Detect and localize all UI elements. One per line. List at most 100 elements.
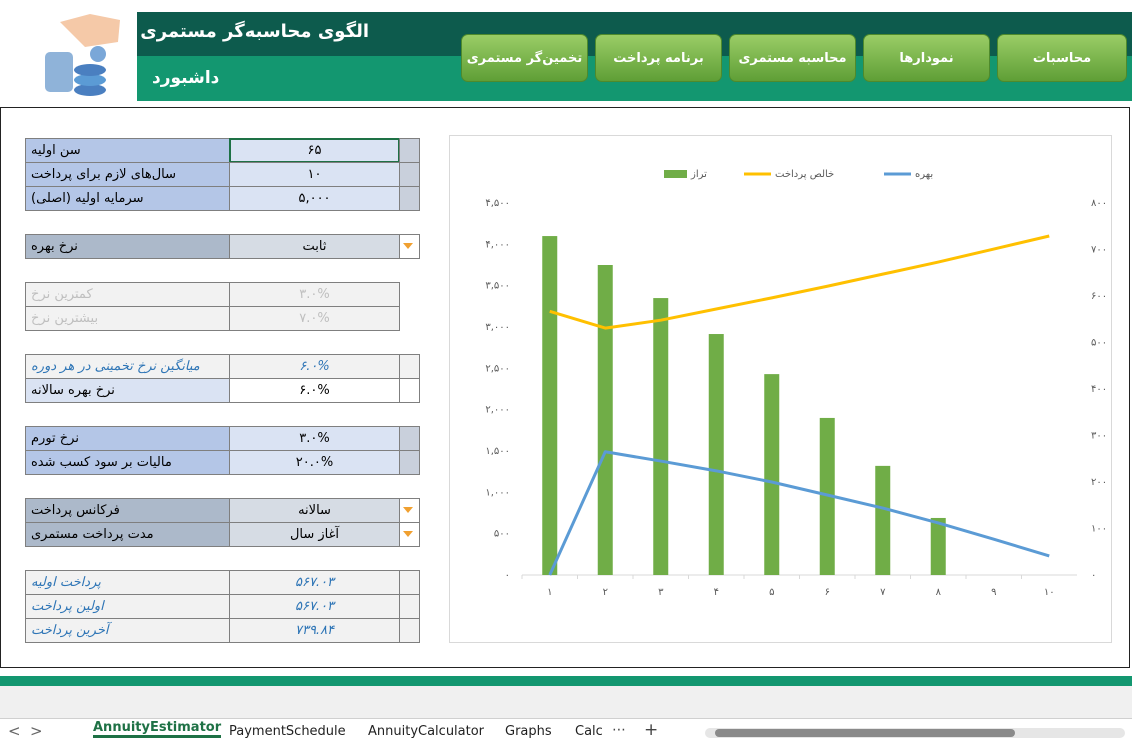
x-tick-label: ۲	[603, 587, 608, 598]
field-value[interactable]: ۶.۰%	[229, 378, 400, 403]
field-label: مالیات بر سود کسب شده	[25, 450, 230, 475]
nav-button[interactable]: تخمین‌گر مستمری	[461, 34, 588, 82]
chart: ۰ ۵۰۰ ۱,۰۰۰ ۱,۵۰۰ ۲,۰۰۰ ۲,۵۰۰ ۳,۰۰۰ ۳,۵۰۰ ۴,۰۰۰ ۴…	[449, 135, 1112, 643]
nav-button[interactable]: محاسبات	[997, 34, 1127, 82]
field-label: مدت پرداخت مستمری	[25, 522, 230, 547]
dropdown-arrow[interactable]	[403, 507, 413, 513]
y2-tick-label: ۱۰۰	[1091, 524, 1107, 535]
sheet-tab[interactable]: Graphs	[505, 724, 552, 739]
bar	[542, 236, 558, 576]
field-label: بیشترین نرخ	[25, 306, 230, 331]
y-tick-label: ۲,۵۰۰	[485, 363, 510, 374]
bar	[875, 465, 891, 575]
scroll-thumb[interactable]	[715, 729, 1015, 737]
sheet-tab[interactable]: AnnuityCalculator	[368, 724, 485, 739]
field-extra	[399, 594, 420, 619]
field-value[interactable]: ۵۶۷.۰۳	[229, 570, 400, 595]
dropdown-arrow[interactable]	[403, 243, 413, 249]
field-value[interactable]: ۷.۰%	[229, 306, 400, 331]
x-tick-label: ۷	[880, 587, 886, 598]
nav-button[interactable]: برنامه پرداخت	[595, 34, 722, 82]
x-tick-label: ۹	[991, 587, 996, 598]
field-value[interactable]: ثابت	[229, 234, 400, 259]
tab-bar	[0, 718, 1132, 746]
x-tick-label: ۸	[936, 587, 942, 598]
legend-swatch	[664, 170, 687, 178]
x-tick-label: ۵	[769, 587, 774, 598]
field-label: سرمایه اولیه (اصلی)	[25, 186, 230, 211]
field-value[interactable]: ۳.۰%	[229, 282, 400, 307]
sheet-tab[interactable]: PaymentSchedule	[229, 724, 346, 739]
field-label: سال‌های لازم برای پرداخت	[25, 162, 230, 187]
field-value[interactable]: سالانه	[229, 498, 400, 523]
field-extra	[399, 378, 420, 403]
y2-tick-label: ۶۰۰	[1091, 291, 1107, 302]
y2-tick-label: ۰	[1091, 570, 1096, 581]
bar	[764, 374, 780, 575]
field-label: نرخ تورم	[25, 426, 230, 451]
bar	[930, 517, 946, 575]
nav-button[interactable]: محاسبه مستمری	[729, 34, 856, 82]
field-extra	[399, 138, 420, 163]
content-frame	[0, 107, 1130, 668]
more-tabs[interactable]: ⋯	[612, 722, 626, 738]
y-tick-label: ۳,۵۰۰	[485, 281, 510, 292]
y2-tick-label: ۷۰۰	[1091, 245, 1107, 256]
y2-tick-label: ۵۰۰	[1091, 338, 1107, 349]
field-label: میانگین نرخ تخمینی در هر دوره	[25, 354, 230, 379]
y-tick-label: ۲,۰۰۰	[485, 405, 510, 416]
legend-label: بهره	[915, 169, 933, 180]
field-value[interactable]: ۶۵	[229, 138, 400, 163]
field-value[interactable]: ۶.۰%	[229, 354, 400, 379]
field-label: نرخ بهره سالانه	[25, 378, 230, 403]
field-value[interactable]: آغاز سال	[229, 522, 400, 547]
field-label: پرداخت اولیه	[25, 570, 230, 595]
logo-icon	[45, 14, 120, 96]
y-tick-label: ۵۰۰	[494, 529, 510, 540]
field-extra	[399, 618, 420, 643]
line	[549, 234, 1050, 330]
field-extra	[399, 426, 420, 451]
field-label: آخرین پرداخت	[25, 618, 230, 643]
y-tick-label: ۴,۰۰۰	[485, 239, 510, 250]
y2-tick-label: ۸۰۰	[1091, 198, 1107, 209]
legend-label: تراز	[690, 169, 707, 180]
field-extra	[399, 186, 420, 211]
field-label: سن اولیه	[25, 138, 230, 163]
x-tick-label: ۶	[825, 587, 830, 598]
y-tick-label: ۱,۵۰۰	[485, 446, 510, 457]
y-tick-label: ۱,۰۰۰	[485, 487, 510, 498]
field-label: نرخ بهره	[25, 234, 230, 259]
y-tick-label: ۴,۵۰۰	[485, 198, 510, 209]
field-value[interactable]: ۲۰.۰%	[229, 450, 400, 475]
sheet-tab[interactable]: AnnuityEstimator	[93, 720, 222, 738]
y2-tick-label: ۲۰۰	[1091, 477, 1107, 488]
scroll-left[interactable]: <	[8, 722, 21, 740]
line	[548, 450, 1050, 576]
field-extra	[399, 570, 420, 595]
nav-button[interactable]: نمودارها	[863, 34, 990, 82]
field-value[interactable]: ۵,۰۰۰	[229, 186, 400, 211]
field-value[interactable]: ۳.۰%	[229, 426, 400, 451]
dropdown-arrow[interactable]	[403, 531, 413, 537]
field-value[interactable]: ۵۶۷.۰۳	[229, 594, 400, 619]
x-tick-label: ۱	[547, 587, 552, 598]
add-sheet[interactable]: +	[644, 720, 659, 740]
sheet-tab[interactable]: Calc	[575, 724, 603, 739]
bar	[708, 334, 724, 575]
scroll-right[interactable]: >	[30, 722, 43, 740]
bar	[597, 265, 613, 575]
y2-tick-label: ۴۰۰	[1091, 384, 1107, 395]
field-extra	[399, 354, 420, 379]
field-extra	[399, 162, 420, 187]
bar	[653, 298, 669, 575]
y2-tick-label: ۳۰۰	[1091, 431, 1107, 442]
gray-band	[0, 686, 1132, 718]
field-value[interactable]: ۱۰	[229, 162, 400, 187]
field-value[interactable]: ۷۳۹.۸۴	[229, 618, 400, 643]
field-label: اولین پرداخت	[25, 594, 230, 619]
y-tick-label: ۳,۰۰۰	[485, 322, 510, 333]
x-tick-label: ۳	[658, 587, 664, 598]
subtitle: داشبورد	[152, 68, 220, 88]
title: الگوی محاسبه‌گر مستمری	[140, 21, 369, 42]
